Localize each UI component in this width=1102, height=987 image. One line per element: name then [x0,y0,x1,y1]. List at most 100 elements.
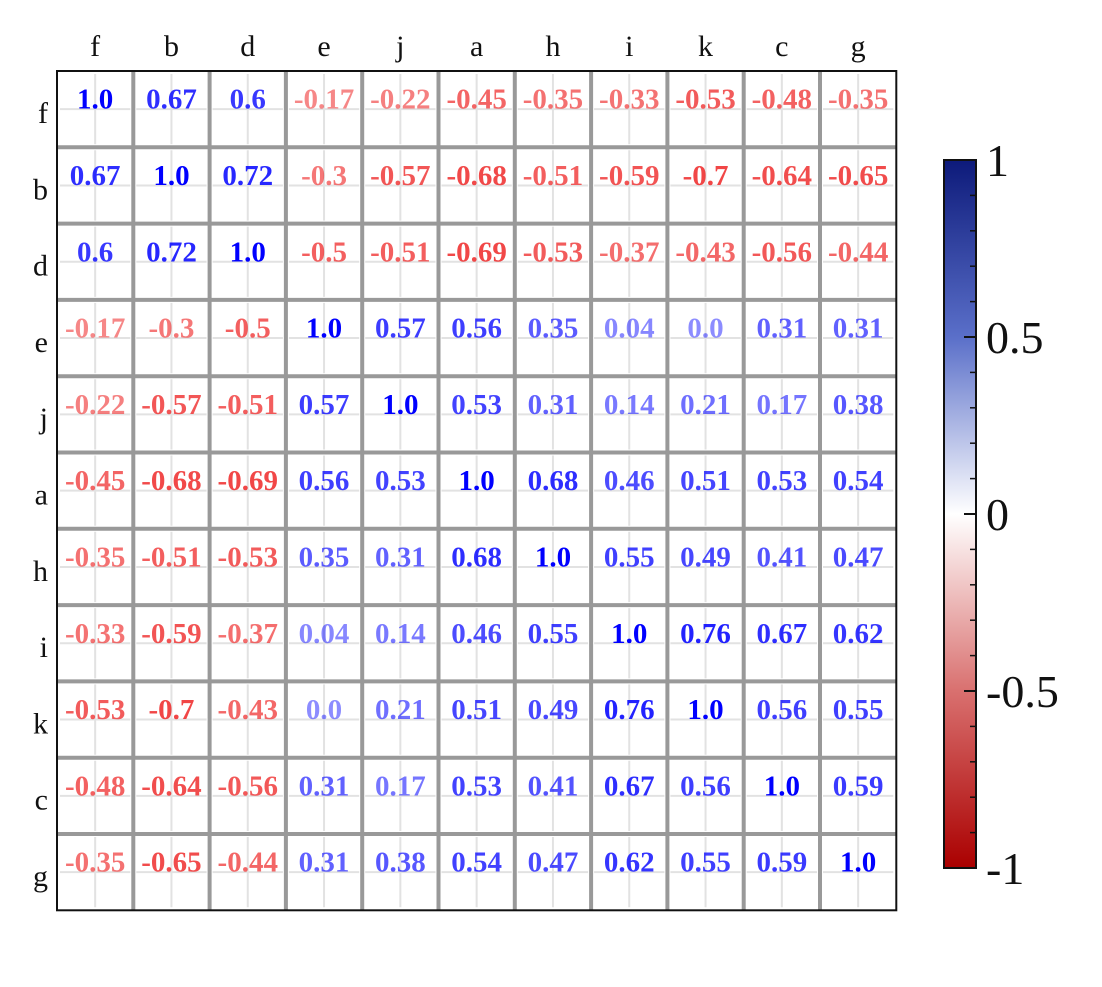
cell-value-label: -0.51 [141,541,201,573]
cell-value-label: 0.17 [756,389,807,421]
cell-value-label: 0.68 [528,465,579,497]
x-tick-label: b [164,30,179,63]
cell-value-label: 0.53 [451,770,502,802]
cell-value-label: 0.49 [528,694,579,726]
colorbar: 1 0.5 0 -0.5 -1 [943,135,1059,894]
cell-value-label: 0.67 [70,160,121,192]
cell-value-label: 0.31 [833,313,884,345]
cell-value-label: 0.14 [604,389,655,421]
cell-value-label: -0.22 [65,389,125,421]
cell-value-label: 1.0 [382,389,418,421]
y-tick-label: i [40,631,48,664]
cell-value-label: 0.59 [833,770,884,802]
y-tick-label: a [35,479,48,512]
cell-value-label: 0.51 [451,694,502,726]
cell-value-label: -0.51 [523,160,583,192]
cell-value-label: -0.69 [218,465,278,497]
cell-value-label: -0.35 [65,541,125,573]
cell-value-label: 0.56 [756,694,807,726]
cell-value-label: -0.44 [828,236,888,268]
x-tick-label: k [698,30,713,63]
cell-value-label: 1.0 [77,84,113,116]
heatmap-grid [57,71,897,911]
cell-value-label: 0.35 [528,313,579,345]
cell-value-label: -0.69 [446,236,506,268]
cell-value-label: 0.53 [451,389,502,421]
cell-value-label: 0.57 [299,389,350,421]
cell-value-label: 0.46 [451,618,502,650]
x-tick-label: i [625,30,633,63]
cell-value-label: 0.14 [375,618,426,650]
cell-value-label: -0.65 [828,160,888,192]
cell-value-label: 0.76 [604,694,655,726]
cell-value-label: 1.0 [611,618,647,650]
cell-value-label: -0.45 [446,84,506,116]
cell-value-label: 0.38 [833,389,884,421]
y-tick-label: b [33,173,48,206]
cell-value-label: -0.35 [828,84,888,116]
colorbar-tick-label: -1 [986,843,1024,894]
x-tick-label: g [851,30,866,63]
cell-value-label: 0.56 [680,770,731,802]
x-tick-label: h [545,30,560,63]
cell-value-label: 0.46 [604,465,655,497]
cell-value-label: 1.0 [459,465,495,497]
colorbar-tick-label: 0.5 [986,312,1044,363]
cell-value-label: -0.51 [370,236,430,268]
y-tick-label: k [33,707,48,740]
cell-value-label: 0.56 [451,313,502,345]
cell-value-label: -0.68 [141,465,201,497]
y-tick-label: h [33,555,48,588]
y-tick-label: e [35,326,48,359]
cell-value-label: -0.43 [675,236,735,268]
colorbar-tick-label: 0 [986,489,1009,540]
cell-value-label: 1.0 [535,541,571,573]
y-tick-label: c [35,784,48,817]
cell-value-label: 0.41 [528,770,579,802]
cell-value-label: 0.6 [230,84,266,116]
y-tick-label: j [39,402,48,435]
cell-value-label: 1.0 [764,770,800,802]
colorbar-tick-label: 1 [986,135,1009,186]
cell-value-label: -0.57 [141,389,201,421]
cell-value-label: -0.45 [65,465,125,497]
x-tick-label: f [90,30,100,63]
cell-value-label: 0.55 [833,694,884,726]
cell-value-label: 0.57 [375,313,426,345]
cell-value-label: -0.68 [446,160,506,192]
cell-value-label: 0.21 [680,389,731,421]
cell-value-label: 0.31 [299,847,350,879]
cell-value-label: -0.17 [65,313,125,345]
x-tick-label: e [317,30,330,63]
cell-value-label: 0.35 [299,541,350,573]
cell-value-label: 0.62 [833,618,884,650]
cell-value-label: 0.72 [222,160,273,192]
cell-value-label: -0.53 [523,236,583,268]
cell-value-label: 0.04 [299,618,350,650]
x-tick-label: a [470,30,483,63]
cell-value-label: -0.53 [65,694,125,726]
cell-value-label: 0.38 [375,847,426,879]
cell-value-label: 0.41 [756,541,807,573]
cell-value-label: 0.49 [680,541,731,573]
cell-value-label: 1.0 [687,694,723,726]
cell-value-label: -0.5 [225,313,271,345]
cell-value-label: -0.33 [599,84,659,116]
cell-value-label: -0.53 [218,541,278,573]
cell-value-label: 0.53 [756,465,807,497]
cell-value-label: 0.51 [680,465,731,497]
cell-value-label: -0.37 [599,236,659,268]
cell-value-label: 0.62 [604,847,655,879]
cell-value-label: -0.7 [683,160,729,192]
cell-value-label: 0.68 [451,541,502,573]
cell-value-label: -0.17 [294,84,354,116]
cell-value-label: -0.43 [218,694,278,726]
cell-value-label: 0.31 [756,313,807,345]
cell-value-label: -0.59 [599,160,659,192]
y-tick-label: d [33,250,48,283]
cell-value-label: 0.47 [528,847,579,879]
cell-value-label: 0.6 [77,236,113,268]
cell-value-label: 0.04 [604,313,655,345]
